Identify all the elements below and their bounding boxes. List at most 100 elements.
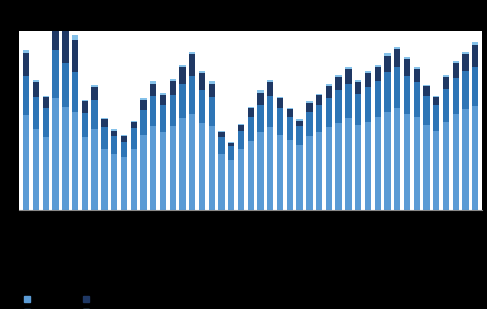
Bar <box>43 96 49 97</box>
Bar <box>189 54 195 76</box>
Bar <box>247 107 254 108</box>
Bar <box>394 49 400 67</box>
Bar <box>306 112 313 136</box>
Bar <box>150 96 156 126</box>
Bar <box>384 56 391 72</box>
Bar <box>345 83 352 118</box>
Bar <box>355 83 361 94</box>
Bar <box>297 126 303 145</box>
Bar <box>92 85 98 87</box>
Bar <box>247 141 254 210</box>
Bar <box>258 92 264 105</box>
Bar <box>433 97 439 105</box>
Bar <box>287 117 293 140</box>
Bar <box>355 80 361 83</box>
Bar <box>43 108 49 137</box>
Bar <box>208 126 215 210</box>
Bar <box>169 79 176 81</box>
Bar <box>316 105 322 132</box>
Bar <box>384 72 391 112</box>
Bar <box>267 96 274 127</box>
Bar <box>404 114 410 210</box>
Bar <box>150 81 156 83</box>
Bar <box>394 67 400 108</box>
Bar <box>228 142 234 143</box>
Bar <box>179 83 186 118</box>
Bar <box>189 52 195 54</box>
Bar <box>423 85 430 86</box>
Bar <box>433 96 439 97</box>
Bar <box>413 83 420 117</box>
Bar <box>443 122 449 210</box>
Bar <box>43 137 49 210</box>
Bar <box>306 103 313 112</box>
Bar <box>160 95 166 105</box>
Bar <box>238 131 244 149</box>
Bar <box>189 114 195 210</box>
Bar <box>160 105 166 132</box>
Bar <box>443 74 449 77</box>
Bar <box>82 101 88 113</box>
Bar <box>345 118 352 210</box>
Bar <box>92 100 98 129</box>
Bar <box>365 71 371 74</box>
Bar <box>326 127 332 210</box>
Bar <box>452 63 459 78</box>
Bar <box>33 80 39 83</box>
Bar <box>150 83 156 96</box>
Bar <box>101 149 108 210</box>
Bar <box>199 71 205 74</box>
Bar <box>375 81 381 117</box>
Bar <box>306 136 313 210</box>
Bar <box>326 83 332 86</box>
Bar <box>316 132 322 210</box>
Bar <box>82 137 88 210</box>
Bar <box>345 67 352 69</box>
Bar <box>121 136 127 142</box>
Bar <box>33 129 39 210</box>
Bar <box>82 113 88 137</box>
Bar <box>472 67 478 106</box>
Bar <box>111 131 117 136</box>
Bar <box>472 45 478 67</box>
Bar <box>267 83 274 96</box>
Bar <box>72 72 78 112</box>
Bar <box>277 108 283 135</box>
Bar <box>287 109 293 117</box>
Bar <box>218 131 225 132</box>
Bar <box>43 97 49 108</box>
Bar <box>101 118 108 119</box>
Bar <box>131 121 137 122</box>
Bar <box>452 61 459 63</box>
Bar <box>160 92 166 95</box>
Bar <box>208 83 215 97</box>
Bar <box>53 98 59 210</box>
Bar <box>208 97 215 126</box>
Bar <box>247 117 254 141</box>
Bar <box>404 76 410 114</box>
Bar <box>111 136 117 154</box>
Bar <box>375 117 381 210</box>
Bar <box>82 100 88 101</box>
Bar <box>375 65 381 67</box>
Bar <box>121 142 127 158</box>
Bar <box>462 109 468 210</box>
Legend: , , , : , , , <box>24 295 92 309</box>
Bar <box>394 47 400 49</box>
Bar <box>72 112 78 210</box>
Bar <box>218 132 225 137</box>
Bar <box>140 135 147 210</box>
Bar <box>297 121 303 126</box>
Bar <box>62 63 69 107</box>
Bar <box>23 53 30 76</box>
Bar <box>423 125 430 210</box>
Bar <box>394 108 400 210</box>
Bar <box>297 119 303 121</box>
Bar <box>355 125 361 210</box>
Bar <box>326 86 332 98</box>
Bar <box>462 52 468 54</box>
Bar <box>131 128 137 149</box>
Bar <box>140 100 147 110</box>
Bar <box>384 53 391 56</box>
Bar <box>160 132 166 210</box>
